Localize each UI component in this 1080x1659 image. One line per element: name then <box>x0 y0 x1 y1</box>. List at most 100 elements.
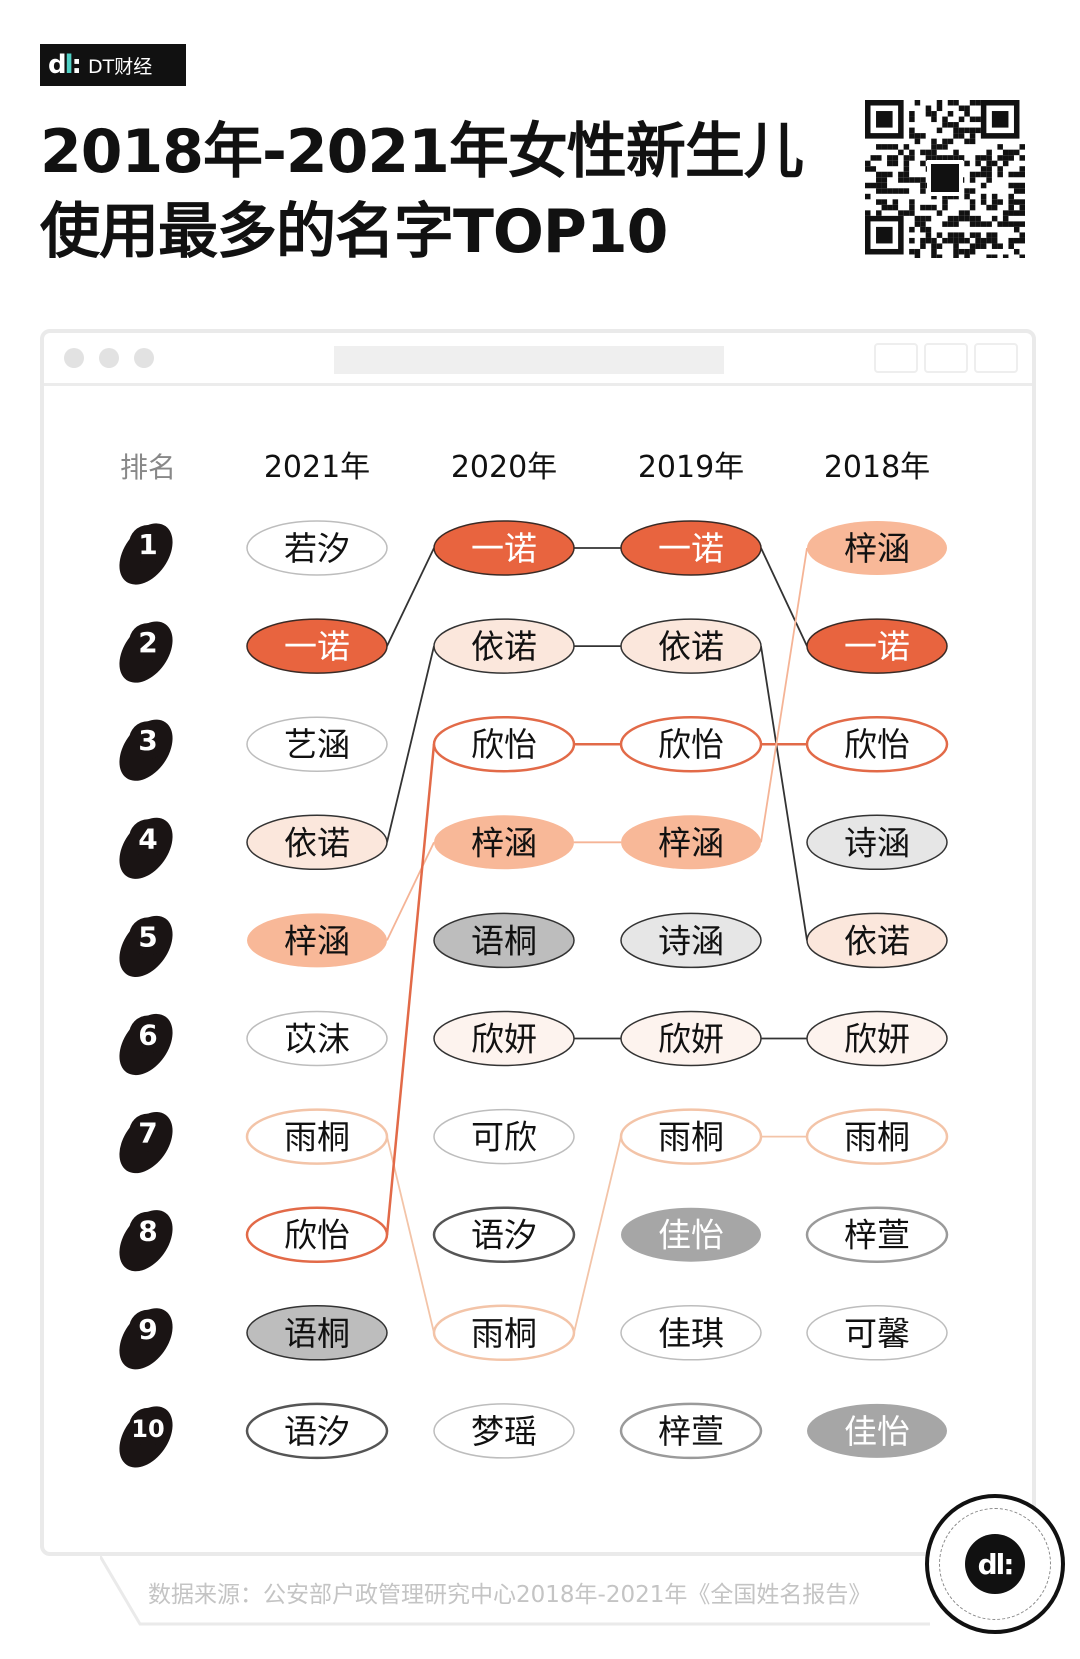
name-label: 语桐 <box>471 921 537 960</box>
name-node: 苡沫 <box>246 1010 388 1067</box>
name-node: 欣怡 <box>245 1206 389 1263</box>
name-node: 雨桐 <box>619 1108 763 1165</box>
rank-change-link <box>386 547 435 647</box>
data-source-note: 数据来源：公安部户政管理研究中心2018年-2021年《全国姓名报告》 <box>148 1582 872 1608</box>
name-node: 欣妍 <box>433 1010 575 1067</box>
name-node: 佳怡 <box>621 1207 761 1262</box>
minimize-dot-icon <box>99 348 119 368</box>
name-label: 一诺 <box>284 627 350 666</box>
name-node: 依诺 <box>620 618 762 674</box>
rank-badge: 1 <box>119 523 173 585</box>
name-label: 依诺 <box>658 627 724 666</box>
rank-number: 5 <box>138 920 157 953</box>
name-label: 欣妍 <box>844 1020 910 1059</box>
name-node: 若汐 <box>246 520 388 576</box>
footer-ribbon <box>100 1556 930 1626</box>
rank-change-link <box>760 645 808 941</box>
name-node: 艺涵 <box>246 716 388 772</box>
name-label: 佳怡 <box>658 1216 724 1255</box>
name-label: 一诺 <box>844 627 910 666</box>
name-label: 一诺 <box>471 529 537 568</box>
logo-text: DT财经 <box>87 55 153 78</box>
window-button-icon <box>874 343 918 373</box>
dt-logo-icon: dl: <box>965 1534 1025 1594</box>
rank-badge: 9 <box>119 1308 173 1370</box>
year-header: 2019年 <box>638 450 744 485</box>
name-node: 佳怡 <box>807 1403 947 1458</box>
name-label: 诗涵 <box>658 921 724 960</box>
name-node: 依诺 <box>806 912 948 969</box>
name-label: 梓涵 <box>658 823 724 862</box>
name-node: 欣怡 <box>619 715 763 773</box>
name-node: 雨桐 <box>805 1108 949 1165</box>
name-node: 雨桐 <box>432 1304 576 1362</box>
rank-number: 7 <box>138 1117 157 1150</box>
maximize-dot-icon <box>134 348 154 368</box>
name-label: 可欣 <box>471 1118 537 1157</box>
rank-number: 6 <box>138 1019 157 1052</box>
name-node: 梓萱 <box>805 1206 949 1263</box>
name-label: 若汐 <box>284 529 350 568</box>
name-label: 艺涵 <box>284 725 350 764</box>
name-node: 欣怡 <box>432 715 576 773</box>
name-label: 欣怡 <box>471 725 537 764</box>
brand-logo: dl: DT财经 <box>40 44 186 86</box>
name-label: 梓涵 <box>284 921 350 960</box>
name-label: 欣怡 <box>844 725 910 764</box>
rank-badge: 3 <box>119 719 173 781</box>
name-label: 欣怡 <box>658 725 724 764</box>
name-node: 语汐 <box>245 1402 389 1460</box>
name-label: 语汐 <box>471 1216 537 1255</box>
name-node: 一诺 <box>433 520 575 576</box>
year-header: 2021年 <box>264 450 370 485</box>
name-node: 梦瑶 <box>433 1403 575 1459</box>
rank-number: 9 <box>138 1313 157 1346</box>
name-node: 梓涵 <box>247 913 387 968</box>
rank-number: 2 <box>138 626 157 659</box>
name-node: 一诺 <box>806 618 948 674</box>
rank-badge: 8 <box>119 1210 173 1272</box>
name-label: 佳琪 <box>658 1314 724 1353</box>
name-node: 梓涵 <box>621 815 761 870</box>
rank-change-link <box>573 1136 622 1334</box>
title-line-2: 使用最多的名字TOP10 <box>40 197 668 267</box>
rank-badge: 2 <box>119 621 173 683</box>
rank-change-link <box>386 645 435 843</box>
rank-change-link <box>760 547 808 647</box>
name-label: 雨桐 <box>658 1118 724 1157</box>
name-node: 语桐 <box>433 912 575 969</box>
name-label: 依诺 <box>844 921 910 960</box>
rank-change-link <box>385 744 436 1235</box>
rank-change-link <box>386 841 435 941</box>
year-header: 2020年 <box>451 450 557 485</box>
name-label: 可馨 <box>844 1314 910 1353</box>
name-label: 雨桐 <box>844 1118 910 1157</box>
rank-change-link <box>760 547 808 843</box>
name-node: 一诺 <box>246 618 388 674</box>
rank-badge: 5 <box>119 915 173 977</box>
year-header: 2018年 <box>824 450 930 485</box>
rank-badge: 4 <box>119 817 173 879</box>
name-node: 依诺 <box>246 814 388 871</box>
name-node: 一诺 <box>620 520 762 576</box>
name-node: 欣妍 <box>620 1010 762 1067</box>
name-label: 雨桐 <box>471 1314 537 1353</box>
name-label: 梓涵 <box>844 529 910 568</box>
rank-number: 8 <box>138 1215 157 1248</box>
name-node: 诗涵 <box>620 912 762 969</box>
name-label: 苡沫 <box>284 1020 350 1059</box>
rank-number: 4 <box>138 822 157 855</box>
name-label: 欣怡 <box>284 1216 350 1255</box>
address-bar <box>334 346 724 374</box>
window-title-bar <box>44 333 1032 386</box>
rank-header: 排名 <box>120 451 176 484</box>
title-line-1: 2018年-2021年女性新生儿 <box>40 117 804 187</box>
name-label: 梓萱 <box>658 1412 724 1451</box>
name-label: 欣妍 <box>658 1020 724 1059</box>
name-node: 可欣 <box>433 1108 575 1165</box>
rank-number: 1 <box>138 528 157 561</box>
name-label: 语汐 <box>284 1412 350 1451</box>
name-node: 雨桐 <box>245 1108 389 1165</box>
window-button-icon <box>974 343 1018 373</box>
